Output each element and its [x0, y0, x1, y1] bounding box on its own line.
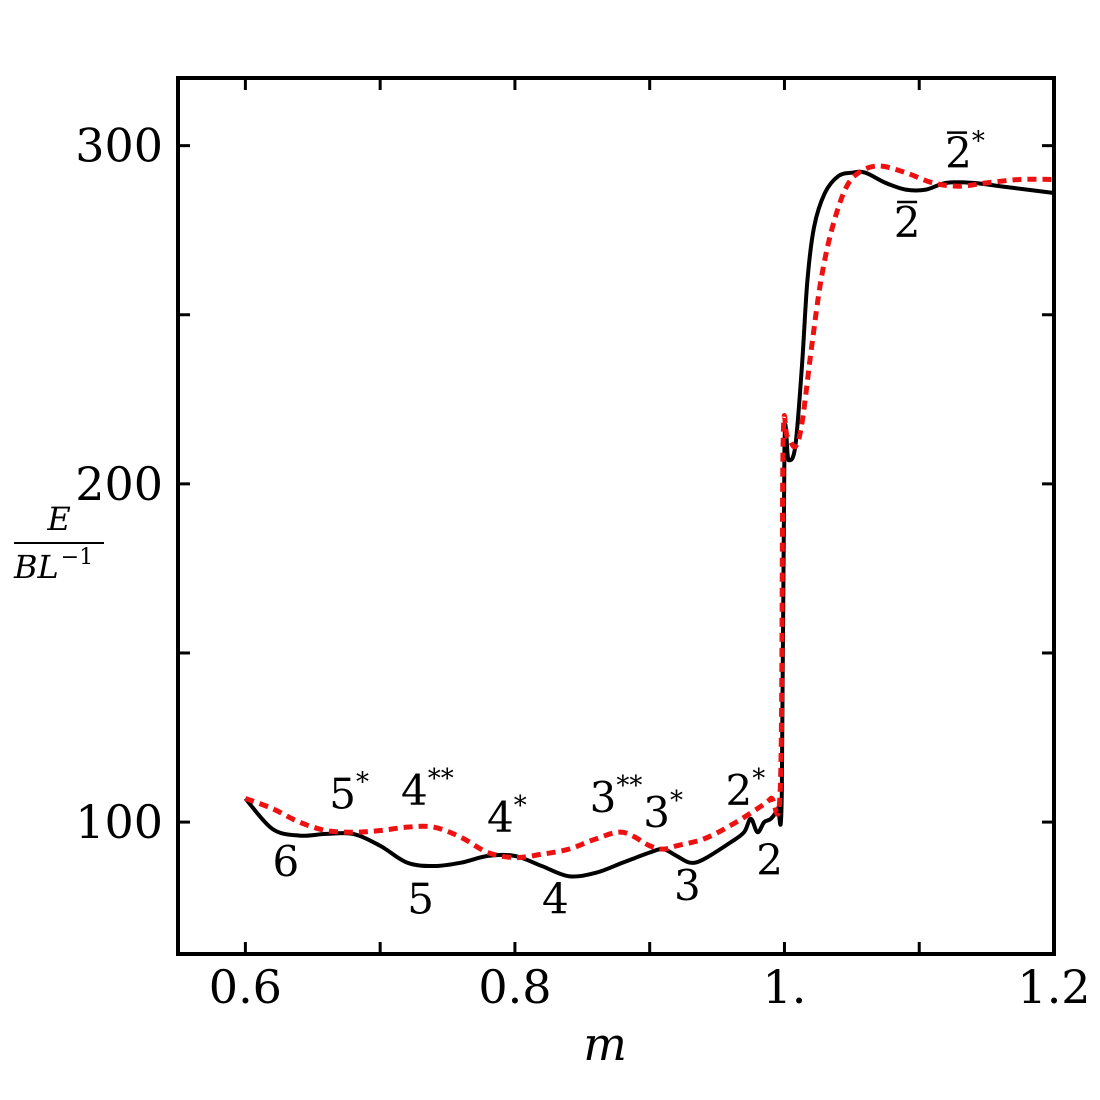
annotation-text: 3**	[590, 771, 643, 822]
tick-layer	[178, 78, 1056, 954]
y-axis-label: E BL−1	[13, 500, 104, 586]
annotation-superscript: **	[428, 764, 454, 794]
annotation-layer: 65* 4**54*43**3*32*222*	[272, 127, 984, 924]
annotation-base: 2	[726, 766, 753, 815]
annotation-superscript: *	[670, 786, 683, 816]
y-tick-label: 300	[75, 119, 163, 173]
annotation-base: 4	[542, 874, 569, 923]
annotation-base: 2	[756, 836, 783, 885]
annotation-base: 6	[272, 837, 299, 886]
annotation-base: 5	[407, 874, 434, 923]
annotation-superscript: *	[514, 791, 527, 821]
y-axis-label-numerator: E	[46, 500, 70, 538]
annotation-text: 2	[756, 836, 783, 885]
annotation-base: 2	[894, 198, 921, 247]
curve-annotation: 3	[674, 861, 701, 910]
annotation-base: 3	[674, 861, 701, 910]
series-layer	[243, 163, 1055, 879]
x-tick-label: 0.6	[209, 960, 282, 1014]
curve-annotation: 2	[894, 198, 921, 247]
annotation-base: 3	[643, 788, 670, 837]
annotation-text: 4**	[401, 764, 454, 815]
series-line-dotted	[244, 163, 1055, 861]
annotation-text: 6	[272, 837, 299, 886]
annotation-superscript: *	[752, 764, 765, 794]
annotation-text: 3*	[643, 786, 683, 837]
annotation-superscript: *	[356, 768, 369, 798]
annotation-text: 2*	[945, 127, 985, 178]
curve-annotation: 3**	[590, 771, 643, 822]
annotation-text: 3	[674, 861, 701, 910]
annotation-superscript: *	[972, 127, 985, 157]
tick-labels: 0.6 0.8 1. 1.2 100 200 300	[75, 119, 1090, 1014]
annotation-base: 4	[487, 793, 514, 842]
curve-annotation: 4	[542, 874, 569, 923]
annotation-text: 2	[894, 198, 921, 247]
x-axis-label: m	[583, 1017, 627, 1071]
curve-annotation: 2*	[726, 764, 766, 815]
y-tick-label: 100	[75, 795, 163, 849]
y-tick-label: 200	[75, 457, 163, 511]
series-line-solid	[243, 169, 1055, 879]
x-tick-label: 0.8	[478, 960, 551, 1014]
annotation-text: 4*	[487, 791, 527, 842]
x-tick-label: 1.2	[1017, 960, 1090, 1014]
annotation-base: 2	[945, 129, 972, 178]
x-tick-label: 1.	[763, 960, 807, 1014]
plot-frame	[176, 76, 1056, 956]
curve-annotation: 2*	[945, 127, 985, 178]
annotation-superscript: **	[616, 771, 642, 801]
annotation-text: 2*	[726, 764, 766, 815]
annotation-base: 5	[329, 770, 356, 819]
annotation-text: 4	[542, 874, 569, 923]
annotation-base: 4	[401, 766, 428, 815]
curve-annotation: 4*	[487, 791, 527, 842]
annotation-text: 5*	[329, 768, 369, 819]
curve-annotation: 3*	[643, 786, 683, 837]
y-axis-label-denominator-base: BL	[13, 548, 59, 586]
curve-annotation: 2	[756, 836, 783, 885]
curve-annotation: 5*	[329, 768, 369, 819]
annotation-base: 3	[590, 773, 617, 822]
curve-annotation: 6	[272, 837, 299, 886]
y-axis-label-denominator-exp: −1	[61, 545, 93, 570]
curve-annotation: 4**	[401, 764, 454, 815]
y-axis-label-denominator: BL−1	[13, 545, 93, 586]
curve-annotation: 5	[407, 874, 434, 923]
annotation-text: 5	[407, 874, 434, 923]
